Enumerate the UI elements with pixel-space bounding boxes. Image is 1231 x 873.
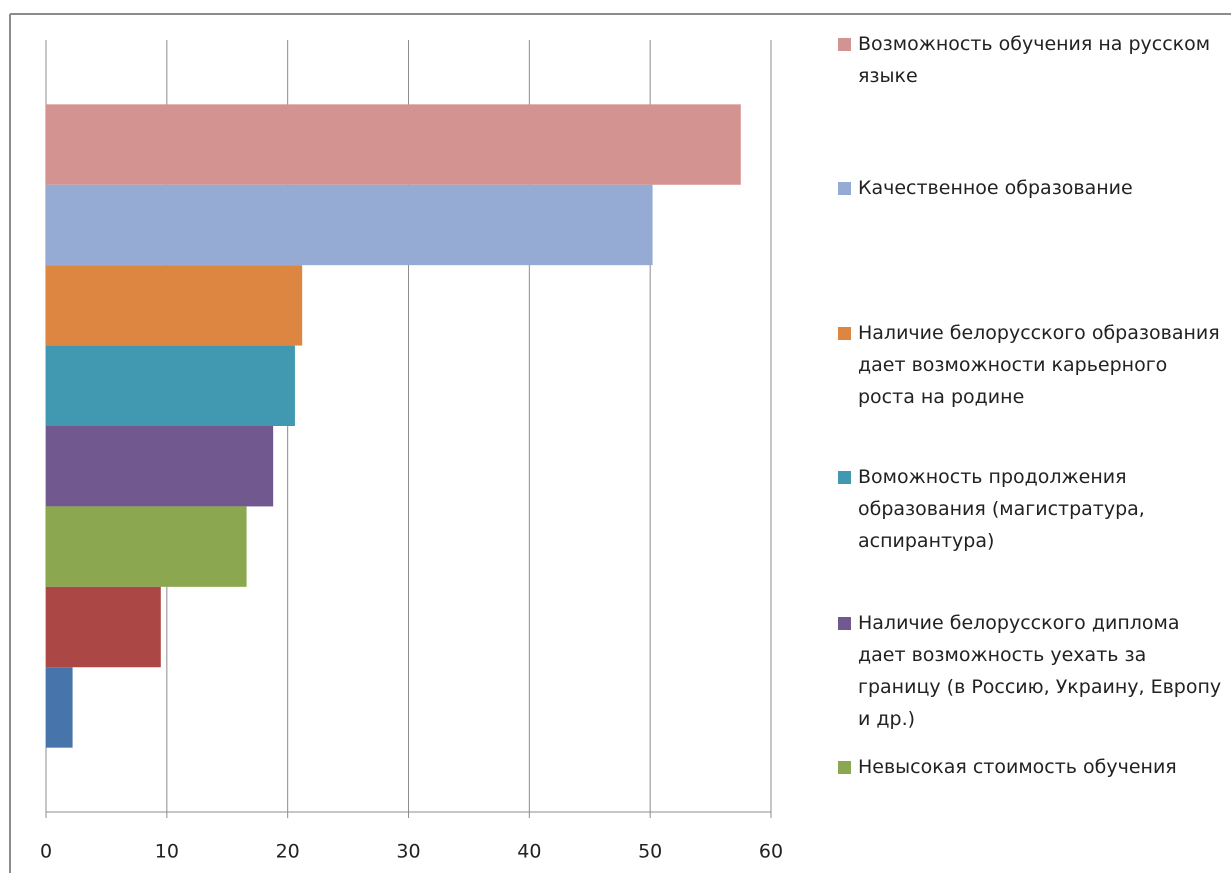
legend-entry: Наличие белорусского диплома дает возмож…	[832, 607, 1224, 735]
legend-entry: Качественное образование	[832, 172, 1224, 204]
legend-label: Возможность обучения на русском языке	[858, 33, 1211, 87]
x-tick-label: 60	[759, 841, 783, 863]
legend-swatch	[838, 182, 851, 195]
bar	[46, 345, 295, 426]
legend-entry: Наличие белорусского образования дает во…	[832, 317, 1224, 413]
legend-entry: Возможность обучения на русском языке	[832, 28, 1224, 92]
x-tick-label: 30	[396, 841, 420, 863]
x-tick-label: 50	[638, 841, 662, 863]
bar	[46, 104, 741, 185]
legend-swatch	[838, 761, 851, 774]
legend-entry: Воможность продолжения образования (маги…	[832, 461, 1224, 557]
legend-swatch	[838, 327, 851, 340]
bar	[46, 586, 161, 668]
bar	[46, 265, 303, 346]
legend-label: Невысокая стоимость обучения	[858, 756, 1177, 778]
x-tick-label: 0	[40, 841, 52, 863]
bar	[46, 667, 73, 748]
legend-label: Наличие белорусского образования дает во…	[858, 322, 1220, 408]
legend-swatch	[838, 471, 851, 484]
legend-swatch	[838, 617, 851, 630]
legend-entry: Невысокая стоимость обучения	[832, 751, 1224, 783]
legend-swatch	[838, 38, 851, 51]
bar	[46, 506, 247, 587]
legend-label: Наличие белорусского диплома дает возмож…	[858, 612, 1222, 730]
bar	[46, 184, 653, 266]
bar	[46, 426, 274, 507]
legend-label: Качественное образование	[858, 177, 1133, 199]
x-tick-label: 20	[276, 841, 300, 863]
x-tick-label: 40	[517, 841, 541, 863]
legend-label: Воможность продолжения образования (маги…	[858, 466, 1145, 552]
x-tick-label: 10	[155, 841, 179, 863]
